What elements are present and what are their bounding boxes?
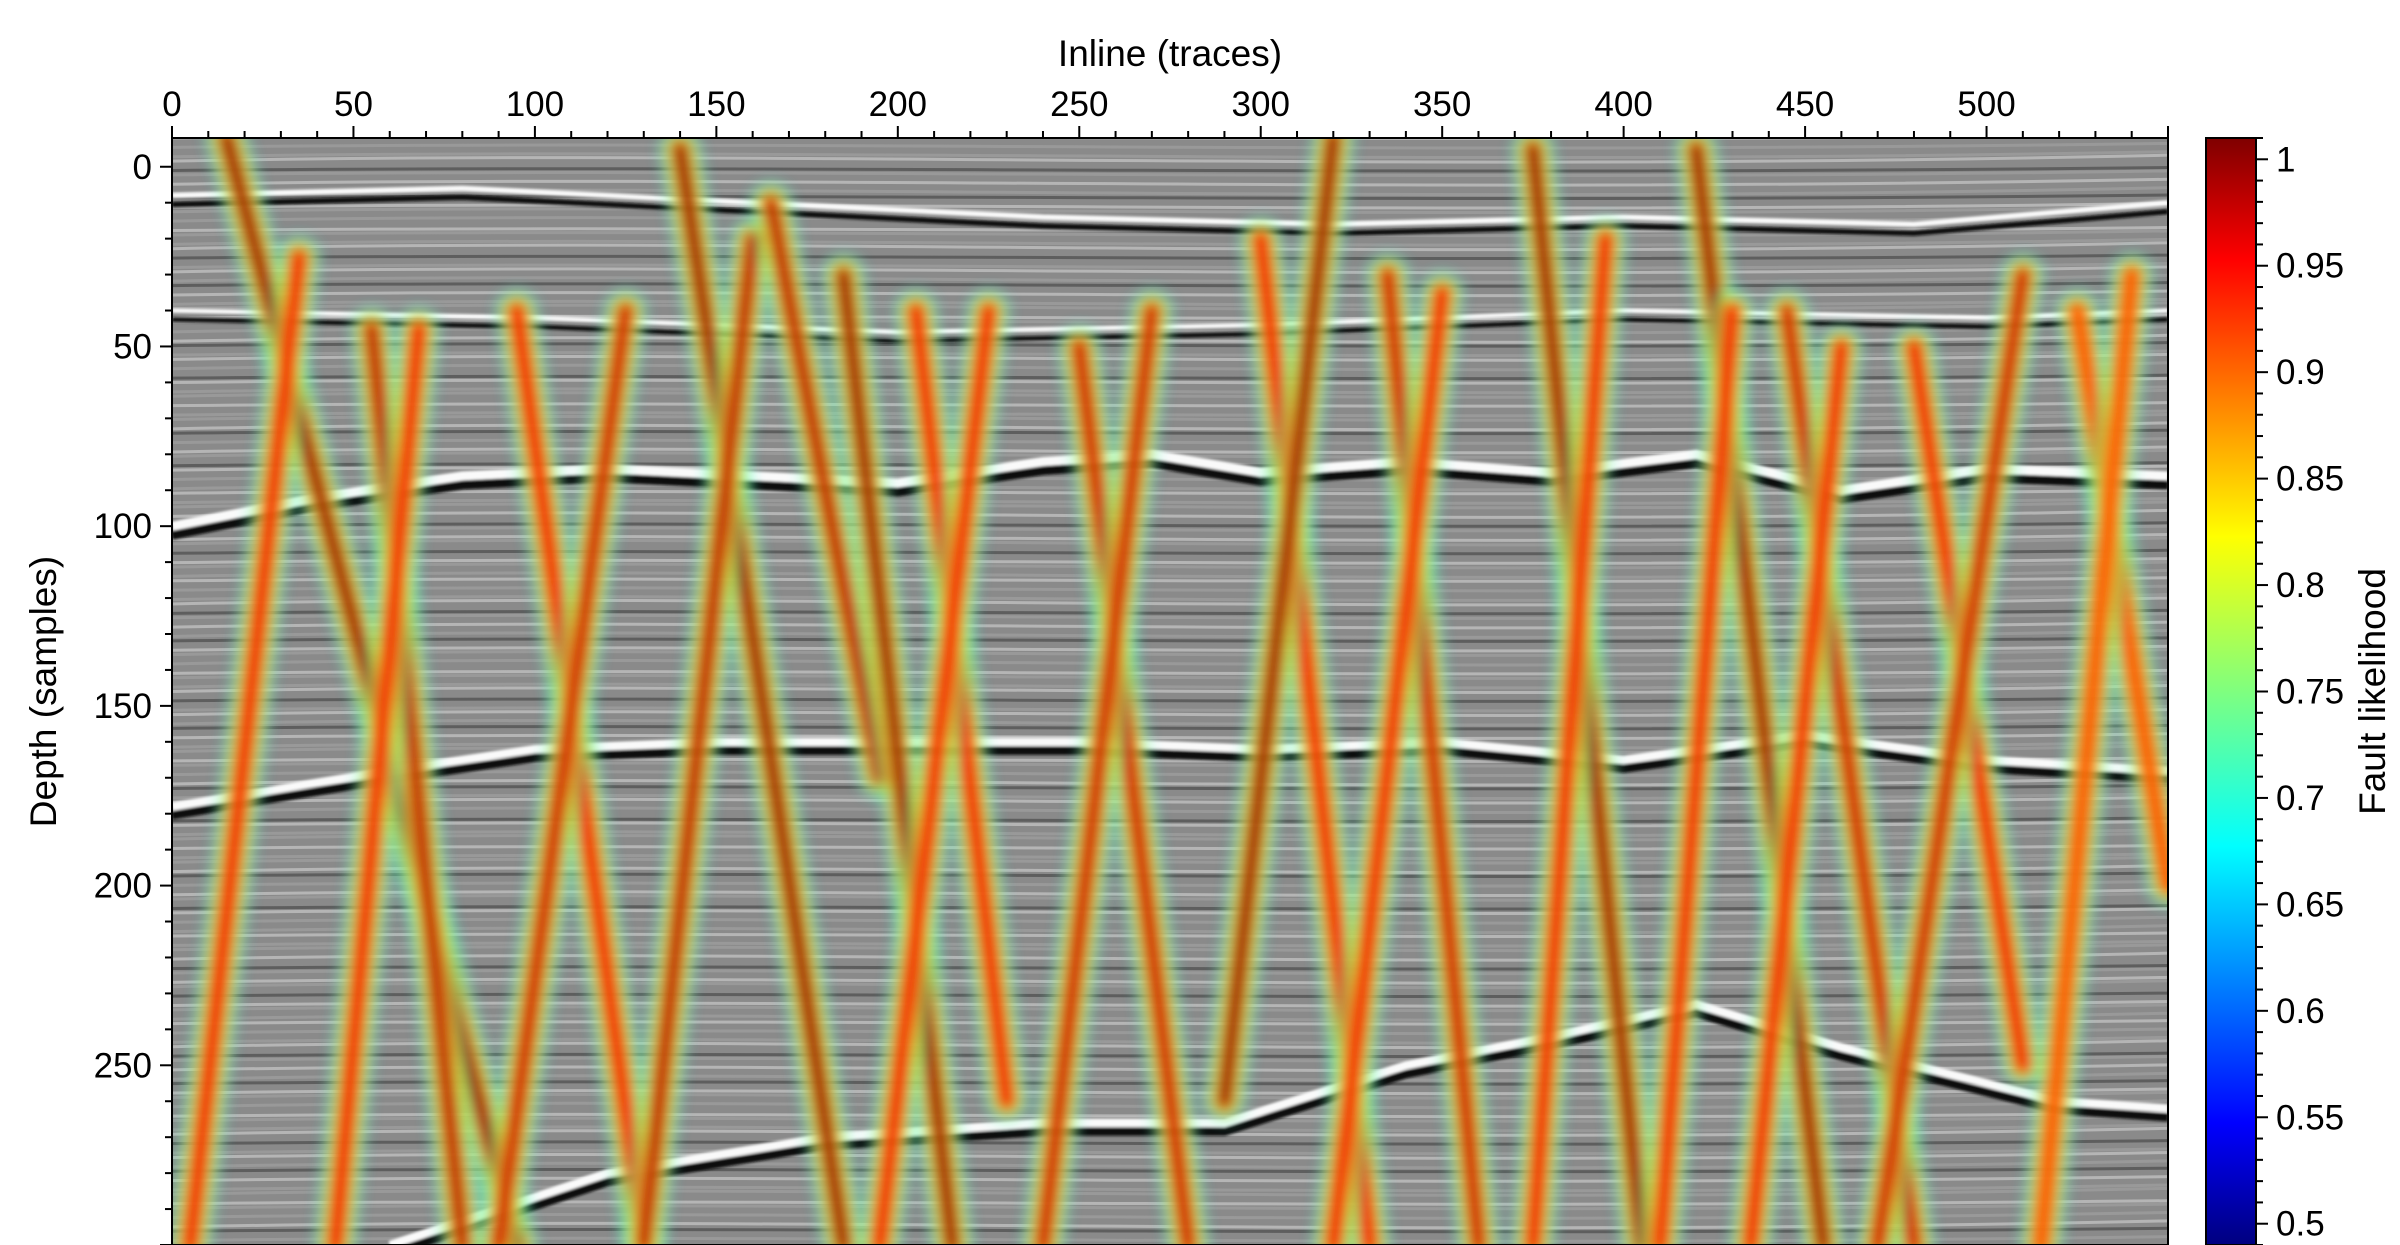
reflector-line	[172, 237, 2168, 247]
fault-band	[1327, 287, 1448, 1245]
reflector-line	[172, 201, 2168, 210]
colorbar-tick-label: 0.95	[2276, 247, 2344, 286]
fault-stick	[856, 287, 1012, 1245]
reflector-line	[172, 205, 2168, 215]
reflector-line	[172, 261, 2168, 270]
fault-stick	[620, 215, 776, 1245]
x-tick-label: 250	[1050, 85, 1108, 124]
reflector-line	[172, 273, 2168, 284]
colorbar-tick-label: 0.65	[2276, 885, 2344, 924]
reflector-line	[172, 229, 2168, 238]
x-tick-label: 150	[687, 85, 745, 124]
colorbar-tick-label: 0.9	[2276, 353, 2325, 392]
x-tick-label: 350	[1413, 85, 1471, 124]
y-axis-title: Depth (samples)	[23, 556, 64, 827]
reflector-line	[172, 281, 2168, 288]
horizon-bright	[172, 185, 2168, 228]
fault-band	[638, 233, 759, 1245]
reflector-line	[172, 241, 2168, 252]
x-tick-label: 300	[1232, 85, 1290, 124]
colorbar-gradient	[2205, 137, 2257, 1245]
reflector-line	[172, 166, 2168, 173]
fault-stick	[1854, 251, 2046, 1245]
x-tick-label: 0	[162, 85, 181, 124]
fault-stick	[475, 287, 649, 1245]
y-tick-label: 50	[113, 327, 152, 366]
reflector-line	[172, 169, 2168, 178]
horizon-dark	[172, 194, 2168, 237]
colorbar-tick-label: 0.85	[2276, 460, 2344, 499]
fault-stick	[2017, 251, 2155, 1245]
colorbar-tick-label: 1	[2276, 140, 2295, 179]
colorbar-tick-label: 0.7	[2276, 779, 2325, 818]
colorbar-tick-label: 0.75	[2276, 673, 2344, 712]
fault-band	[184, 251, 305, 1245]
fault-stick	[1636, 287, 1756, 1245]
colorbar-tick-label: 0.55	[2276, 1098, 2344, 1137]
reflector-line	[172, 289, 2168, 298]
y-tick-label: 200	[94, 867, 152, 906]
reflector-line	[172, 177, 2168, 187]
fault-band	[674, 143, 849, 1245]
fault-stick	[172, 233, 323, 1245]
fault-band	[765, 197, 886, 784]
reflector-line	[172, 301, 2168, 312]
x-axis-title: Inline (traces)	[1058, 33, 1282, 74]
colorbar-title: Fault likelihood	[2352, 568, 2393, 815]
x-tick-label: 500	[1957, 85, 2015, 124]
fault-band	[1872, 269, 2029, 1245]
reflector-line	[172, 150, 2168, 160]
fault-stick	[1509, 215, 1629, 1245]
x-tick-label: 200	[869, 85, 927, 124]
fault-band	[1037, 305, 1158, 1245]
x-tick-label: 450	[1776, 85, 1834, 124]
colorbar-tick-label: 0.8	[2276, 566, 2325, 605]
fault-band	[2035, 269, 2138, 1245]
x-axis: 0 50 100 150 200 250 300 350 400 450 500	[162, 85, 2169, 138]
fault-likelihood-overlay	[172, 138, 2168, 1245]
colorbar-tick-label: 0.5	[2276, 1205, 2325, 1244]
fault-stick	[657, 138, 867, 1245]
fault-stick	[820, 251, 976, 1245]
y-tick-label: 250	[94, 1046, 152, 1085]
fault-band	[1745, 340, 1847, 1245]
fault-band	[493, 305, 632, 1245]
x-tick-label: 50	[334, 85, 373, 124]
reflector-line	[172, 265, 2168, 275]
fault-band	[837, 269, 958, 1245]
reflector-line	[172, 253, 2168, 261]
fault-band	[1654, 305, 1739, 1245]
reflector-line	[172, 153, 2168, 164]
y-tick-label: 150	[94, 687, 152, 726]
fault-stick	[312, 305, 442, 1245]
colorbar-ticks: 0.5 0.55 0.6 0.65 0.7 0.75 0.8 0.85 0.9 0.95 1	[2256, 137, 2344, 1245]
fault-stick	[1201, 138, 1357, 1125]
fault-stick	[747, 179, 903, 801]
y-tick-label: 0	[133, 148, 152, 187]
colorbar-tick-label: 0.6	[2276, 992, 2325, 1031]
fault-stick	[1019, 287, 1175, 1245]
fault-band	[1073, 340, 1194, 1245]
fault-band	[1527, 233, 1611, 1245]
colorbar: 0.5 0.55 0.6 0.65 0.7 0.75 0.8 0.85 0.9 0.95 1 Fau…	[2205, 137, 2393, 1245]
plot-area	[172, 138, 2168, 1245]
x-tick-label: 400	[1594, 85, 1652, 124]
reflector-line	[172, 297, 2168, 307]
reflector-line	[172, 141, 2168, 150]
plot-frame	[171, 137, 2169, 1245]
fault-band	[1218, 138, 1339, 1107]
fault-band	[874, 305, 995, 1245]
y-tick-label: 100	[94, 507, 152, 546]
fault-band	[329, 322, 425, 1245]
y-axis: 0 50 100 150 200 250	[94, 148, 172, 1245]
fault-stick	[1056, 323, 1212, 1245]
x-tick-label: 100	[506, 85, 564, 124]
fault-stick	[1727, 323, 1865, 1245]
fault-stick	[1310, 269, 1466, 1245]
